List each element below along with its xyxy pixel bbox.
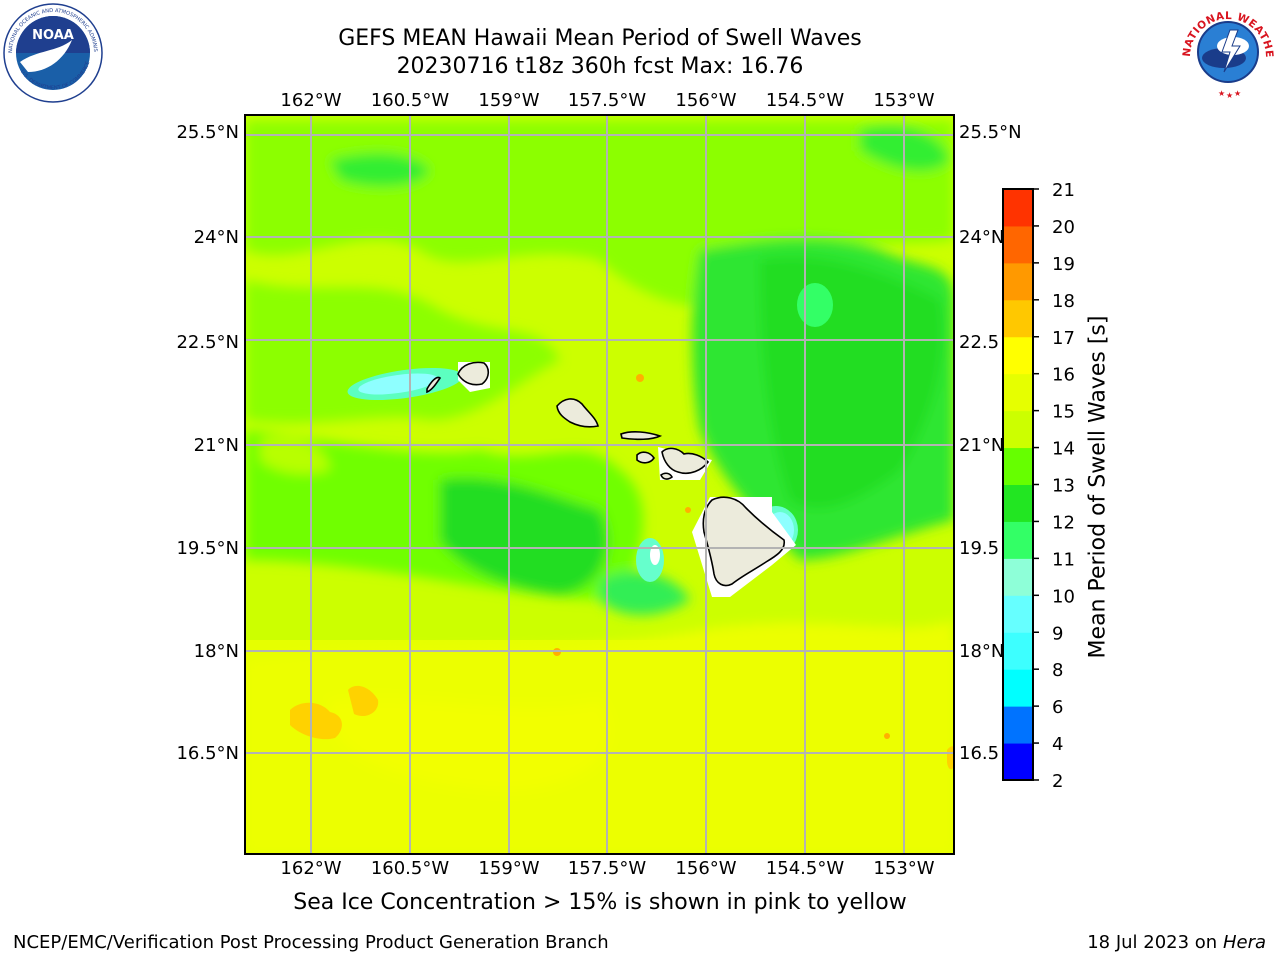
- colorbar-tick-label: 12: [1052, 512, 1075, 533]
- island-kahoolawe: [660, 472, 674, 480]
- top-lon-label: 154.5°W: [766, 90, 845, 111]
- top-lon-label: 159°W: [478, 90, 539, 111]
- hawaiian-islands: [426, 361, 786, 587]
- colorbar-tick-label: 11: [1052, 549, 1075, 570]
- colorbar-tick-label: 20: [1052, 217, 1075, 238]
- colorbar-segment: [1003, 669, 1033, 707]
- map-gridlines: [245, 115, 954, 854]
- colorbar: 2 4 6 8 9 10 11 12 13 14 15 16 17 18 19 20 21: [1002, 180, 1075, 792]
- colorbar-segment: [1003, 558, 1033, 596]
- left-lat-label: 16.5°N: [176, 743, 239, 764]
- footer-host: Hera: [1222, 932, 1266, 953]
- colorbar-tick-label: 17: [1052, 328, 1075, 349]
- colorbar-tick-label: 15: [1052, 402, 1075, 423]
- island-molokai: [620, 431, 663, 441]
- svg-text:★: ★: [1226, 91, 1233, 100]
- colorbar-tick-label: 14: [1052, 439, 1075, 460]
- bottom-lon-label: 154.5°W: [766, 858, 845, 879]
- nws-logo-icon: NATIONAL WEATHER SERVICE ★★★: [1178, 2, 1276, 100]
- colorbar-tick-label: 2: [1052, 771, 1063, 792]
- colorbar-tick-label: 4: [1052, 734, 1063, 755]
- top-lon-label: 160.5°W: [371, 90, 450, 111]
- colorbar-segment: [1003, 336, 1033, 375]
- bottom-lon-label: 159°W: [478, 858, 539, 879]
- colorbar-tick-label: 8: [1052, 660, 1063, 681]
- colorbar-segment: [1003, 743, 1033, 781]
- colorbar-tick-label: 21: [1052, 180, 1075, 201]
- top-lon-label: 162°W: [280, 90, 341, 111]
- colorbar-tick-label: 19: [1052, 254, 1075, 275]
- top-lon-label: 153°W: [873, 90, 934, 111]
- colorbar-tick-label: 6: [1052, 697, 1063, 718]
- colorbar-tick-label: 9: [1052, 623, 1063, 644]
- colorbar-tick-label: 16: [1052, 365, 1075, 386]
- left-lat-label: 22.5°N: [176, 332, 239, 353]
- swell-period-field: [245, 115, 954, 854]
- right-lat-label: 16.5: [959, 743, 999, 764]
- map-title-line-1: GEFS MEAN Hawaii Mean Period of Swell Wa…: [338, 26, 862, 51]
- right-lat-label: 19.5: [959, 538, 999, 559]
- colorbar-segment: [1003, 521, 1033, 559]
- right-lat-label: 24°N: [959, 227, 1004, 248]
- left-lat-label: 25.5°N: [176, 122, 239, 143]
- bottom-lon-label: 153°W: [873, 858, 934, 879]
- svg-text:★: ★: [1234, 89, 1241, 98]
- colorbar-segment: [1003, 373, 1033, 412]
- right-lat-label: 18°N: [959, 641, 1004, 662]
- left-lat-label: 18°N: [194, 641, 239, 662]
- footer-credit: NCEP/EMC/Verification Post Processing Pr…: [13, 932, 609, 953]
- colorbar-segment: [1003, 632, 1033, 670]
- colorbar-tick-label: 10: [1052, 586, 1075, 607]
- footer-date-text: 18 Jul 2023 on: [1087, 932, 1223, 953]
- top-lon-label: 156°W: [675, 90, 736, 111]
- colorbar-segment: [1003, 706, 1033, 744]
- bottom-lon-label: 157.5°W: [568, 858, 647, 879]
- colorbar-segment: [1003, 225, 1033, 264]
- colorbar-segment: [1003, 299, 1033, 338]
- right-lat-label: 21°N: [959, 435, 1004, 456]
- colorbar-segment: [1003, 484, 1033, 522]
- colorbar-segment: [1003, 262, 1033, 301]
- noaa-logo-icon: NOAA NATIONAL OCEANIC AND ATMOSPHERIC AD…: [2, 2, 103, 103]
- left-lat-label: 19.5°N: [176, 538, 239, 559]
- island-kauai: [457, 361, 490, 386]
- sea-ice-note: Sea Ice Concentration > 15% is shown in …: [293, 890, 907, 915]
- colorbar-segment: [1003, 189, 1033, 227]
- colorbar-tick-label: 13: [1052, 476, 1075, 497]
- footer-date: 18 Jul 2023 on Hera: [1087, 932, 1266, 953]
- colorbar-segment: [1003, 595, 1033, 633]
- island-oahu: [556, 398, 599, 428]
- island-maui: [661, 447, 710, 475]
- colorbar-segment: [1003, 410, 1033, 449]
- right-lat-label: 22.5: [959, 332, 999, 353]
- island-lanai: [636, 451, 655, 464]
- top-lon-label: 157.5°W: [568, 90, 647, 111]
- left-lat-label: 24°N: [194, 227, 239, 248]
- noaa-logo-text: NOAA: [32, 28, 74, 43]
- colorbar-label: Mean Period of Swell Waves [s]: [1085, 315, 1111, 659]
- map-title-line-2: 20230716 t18z 360h fcst Max: 16.76: [396, 54, 804, 79]
- bottom-lon-label: 162°W: [280, 858, 341, 879]
- bottom-lon-label: 160.5°W: [371, 858, 450, 879]
- right-lat-label: 25.5°N: [959, 122, 1022, 143]
- svg-text:★: ★: [1218, 89, 1225, 98]
- colorbar-tick-label: 18: [1052, 291, 1075, 312]
- left-lat-label: 21°N: [194, 435, 239, 456]
- map-frame: [244, 114, 955, 855]
- bottom-lon-label: 156°W: [675, 858, 736, 879]
- island-niihau: [426, 376, 442, 394]
- colorbar-segment: [1003, 447, 1033, 485]
